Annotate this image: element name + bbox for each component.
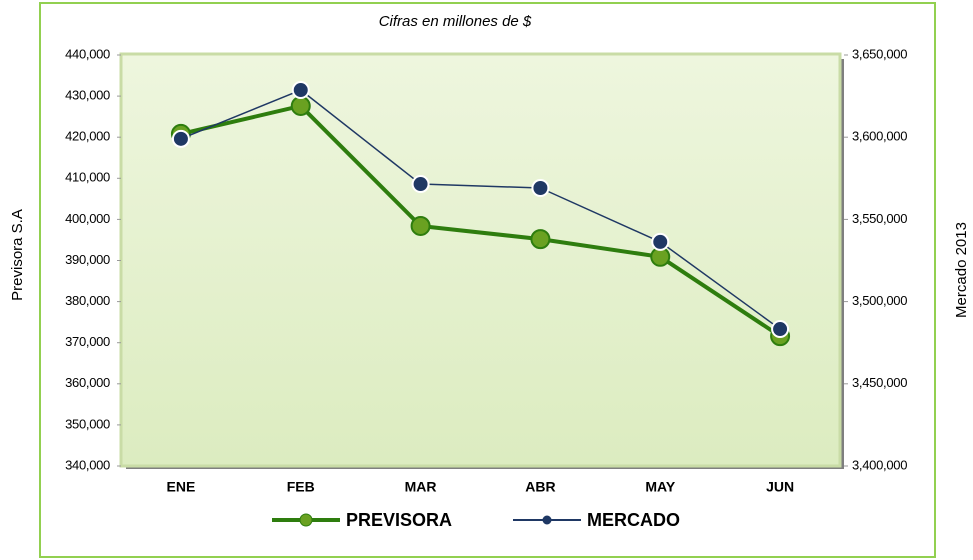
data-point [291, 81, 310, 100]
data-point [530, 229, 551, 250]
data-point [531, 178, 550, 197]
y-tick-label: 390,000 [65, 252, 110, 267]
y2-tick-label: 3,450,000 [852, 375, 907, 390]
y2-tick-label: 3,400,000 [852, 457, 907, 472]
y2-axis-label: Mercado 2013 [953, 222, 970, 318]
y-tick-label: 360,000 [65, 375, 110, 390]
y2-tick-label: 3,500,000 [852, 293, 907, 308]
data-point [171, 129, 190, 148]
data-point [410, 215, 431, 236]
y2-tick-label: 3,600,000 [852, 129, 907, 144]
x-tick-label: JUN [766, 479, 794, 495]
y-axis-label: Previsora S.A [9, 209, 26, 301]
plot-area [119, 52, 842, 468]
x-tick-label: ENE [167, 479, 196, 495]
x-tick-label: MAR [405, 479, 437, 495]
y-tick-label: 430,000 [65, 88, 110, 103]
y-tick-label: 350,000 [65, 416, 110, 431]
y2-tick-label: 3,550,000 [852, 211, 907, 226]
legend-label: MERCADO [587, 510, 680, 530]
x-tick-label: ABR [525, 479, 555, 495]
data-point [290, 95, 311, 116]
y-tick-label: 400,000 [65, 211, 110, 226]
legend-label: PREVISORA [346, 510, 452, 530]
y-tick-label: 370,000 [65, 334, 110, 349]
data-point [651, 232, 670, 251]
y-tick-label: 420,000 [65, 129, 110, 144]
series-line [180, 89, 781, 330]
y-tick-label: 440,000 [65, 46, 110, 61]
y-tick-label: 380,000 [65, 293, 110, 308]
data-point [411, 175, 430, 194]
x-tick-label: MAY [645, 479, 675, 495]
y-tick-label: 340,000 [65, 457, 110, 472]
legend-marker [542, 515, 552, 525]
data-point [771, 320, 790, 339]
x-tick-label: FEB [287, 479, 315, 495]
subtitle: Cifras en millones de $ [379, 13, 532, 30]
y2-tick-label: 3,650,000 [852, 46, 907, 61]
legend-marker [299, 513, 313, 527]
y-tick-label: 410,000 [65, 170, 110, 185]
series-line [180, 103, 782, 338]
